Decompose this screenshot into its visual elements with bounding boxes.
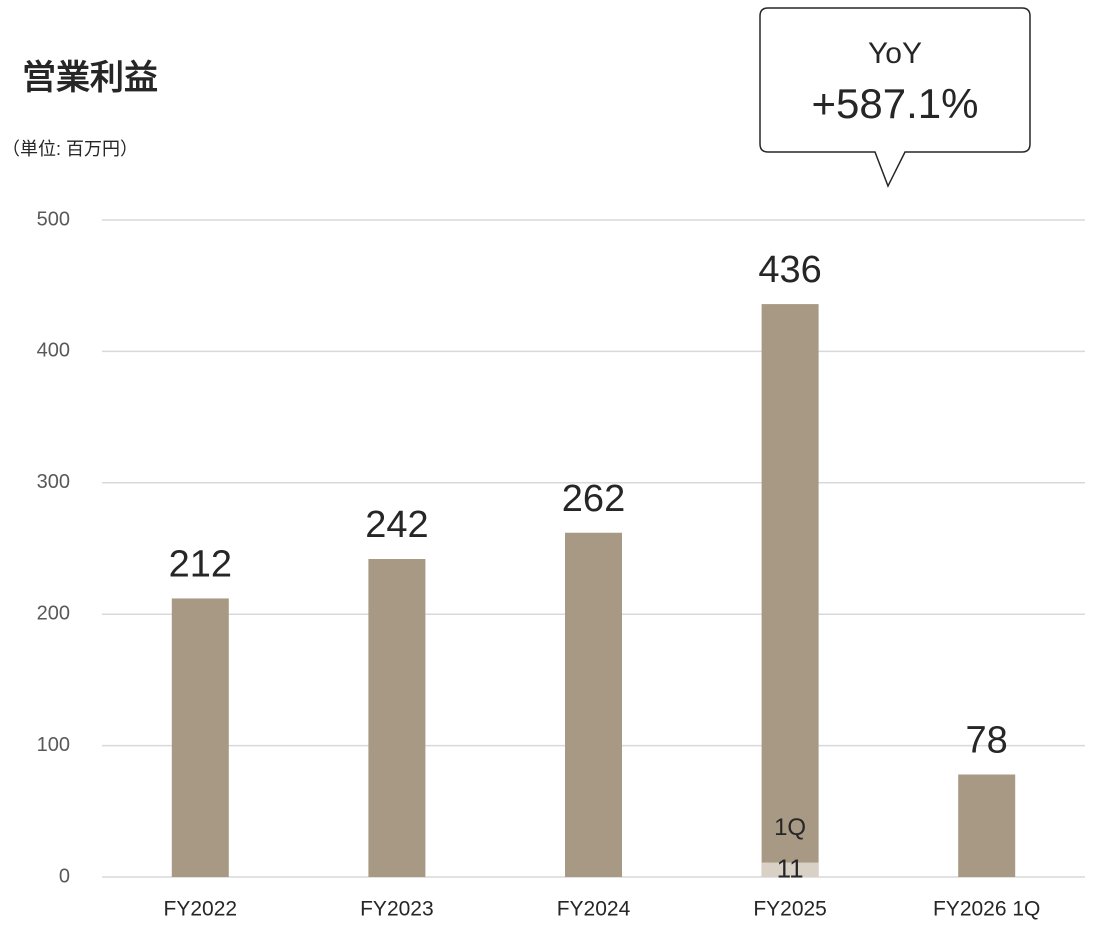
y-tick-label: 400 [37,340,70,362]
data-label: 262 [562,478,625,520]
chart-subtitle: （単位: 百万円） [2,139,138,159]
overlay-bar [761,862,819,877]
y-tick-label: 200 [37,602,70,624]
data-label: 242 [365,504,428,546]
data-label: 212 [169,543,232,585]
callout-box [759,7,1031,188]
overlay-label: 11 [777,853,804,883]
x-tick-label: FY2025 [753,898,827,921]
bar [958,774,1016,877]
x-tick-label: FY2022 [164,898,238,921]
data-label: 436 [758,249,821,291]
x-tick-label: FY2024 [557,898,631,921]
overlay-name: 1Q [774,814,806,841]
callout-title: YoY [868,37,922,70]
data-label: 78 [966,720,1008,762]
callout-text: +587.1% [812,80,979,127]
y-tick-label: 500 [37,208,70,230]
bar [565,532,622,877]
x-tick-label: FY2026 1Q [933,898,1040,921]
chart-title: 営業利益 [22,59,158,97]
y-tick-label: 0 [59,865,70,887]
x-tick-label: FY2023 [360,898,434,921]
bar [761,304,819,877]
bar [171,598,229,877]
y-tick-label: 300 [37,471,70,493]
y-tick-label: 100 [37,734,70,756]
bar [368,559,426,877]
